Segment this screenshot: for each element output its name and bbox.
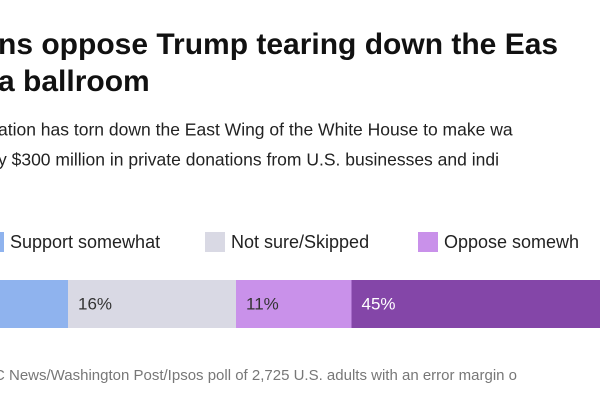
- data-label: 16%: [78, 294, 112, 313]
- bar-segment: [0, 280, 68, 328]
- data-label: 11%: [246, 294, 279, 313]
- legend-label: Support somewhat: [10, 232, 160, 252]
- chart-title: ns oppose Trump tearing down the Eas: [0, 28, 558, 61]
- legend-label: Oppose somewh: [444, 232, 579, 252]
- legend-swatch: [205, 232, 225, 252]
- legend-swatch: [0, 232, 4, 252]
- legend-label: Not sure/Skipped: [231, 232, 369, 252]
- chart-title: a ballroom: [0, 65, 150, 98]
- subtitle: y $300 million in private donations from…: [0, 150, 499, 170]
- source: C News/Washington Post/Ipsos poll of 2,7…: [0, 367, 517, 384]
- data-label: 45%: [362, 294, 396, 313]
- legend-swatch: [418, 232, 438, 252]
- subtitle: ation has torn down the East Wing of the…: [0, 120, 513, 140]
